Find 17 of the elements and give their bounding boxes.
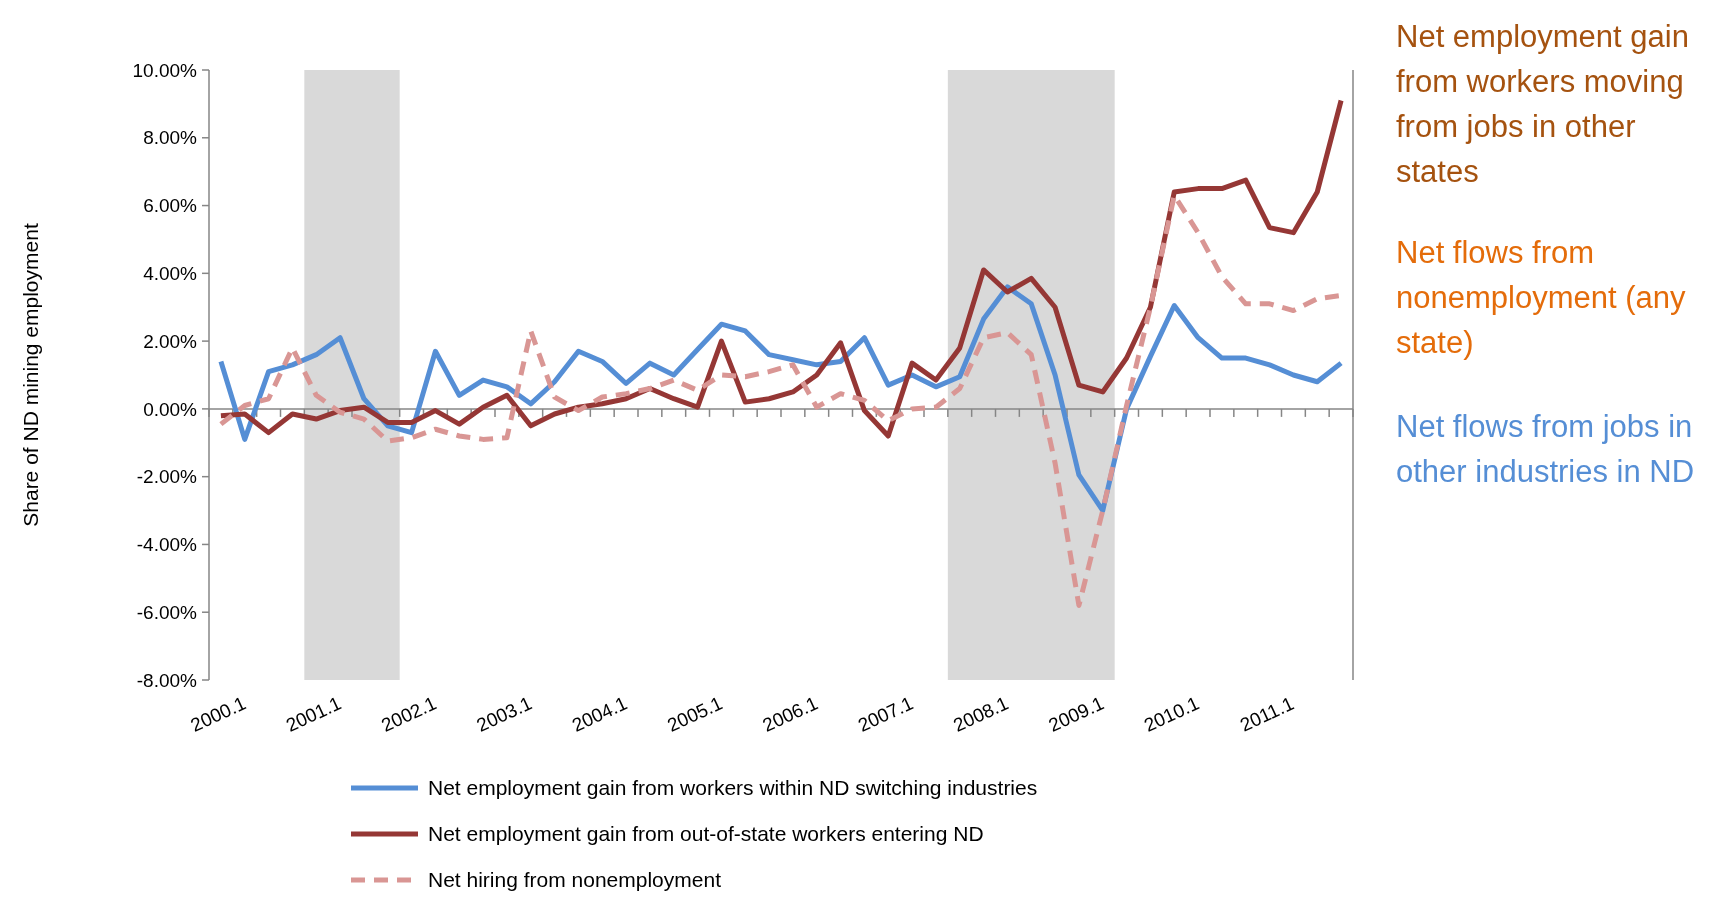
legend-label: Net employment gain from out-of-state workers entering ND (428, 822, 984, 846)
text: Net flows from jobs in other industries in ND (1396, 408, 1695, 489)
y-tick-label: 0.00% (143, 398, 198, 420)
y-tick-label: 10.00% (132, 59, 198, 81)
legend-label: Net employment gain from workers within ND switching industries (428, 776, 1038, 800)
legend-label: Net hiring from nonemployment (428, 868, 722, 892)
y-tick-label: -6.00% (136, 601, 198, 623)
text: Net employment gain from workers moving from jobs in other states (1396, 18, 1689, 189)
y-tick-label: -8.00% (136, 669, 198, 691)
y-tick-label: 6.00% (143, 195, 198, 217)
y-tick-label: -4.00% (136, 534, 198, 556)
y-tick-label: -2.00% (136, 466, 198, 488)
text: Net flows from nonemployment (any state) (1396, 234, 1686, 360)
y-tick-label: 4.00% (143, 262, 198, 284)
y-tick-label: 2.00% (143, 330, 198, 352)
y-tick-label: 8.00% (143, 127, 198, 149)
y-axis-title: Share of ND mining employment (19, 223, 42, 527)
